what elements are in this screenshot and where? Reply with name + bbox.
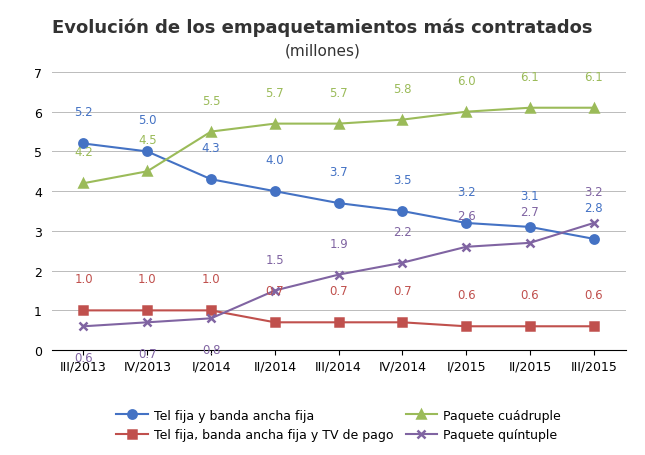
Text: 4.3: 4.3 [202, 142, 221, 155]
Text: 6.1: 6.1 [521, 71, 539, 84]
Line: Paquete quíntuple: Paquete quíntuple [79, 219, 598, 331]
Text: 5.0: 5.0 [138, 114, 157, 127]
Paquete cuádruple [590, 106, 598, 111]
Tel fija, banda ancha fija y TV de pago [143, 308, 151, 313]
Text: (millones): (millones) [284, 43, 361, 58]
Tel fija y banda ancha fija [335, 201, 342, 207]
Line: Paquete cuádruple: Paquete cuádruple [79, 104, 598, 188]
Text: 6.0: 6.0 [457, 75, 475, 87]
Paquete quíntuple [207, 316, 215, 321]
Text: 1.5: 1.5 [266, 253, 284, 266]
Tel fija, banda ancha fija y TV de pago [526, 324, 534, 329]
Tel fija y banda ancha fija [79, 142, 87, 147]
Paquete quíntuple [526, 241, 534, 246]
Line: Tel fija, banda ancha fija y TV de pago: Tel fija, banda ancha fija y TV de pago [79, 307, 598, 331]
Text: 1.9: 1.9 [329, 237, 348, 250]
Text: 5.2: 5.2 [74, 106, 93, 119]
Text: 0.6: 0.6 [584, 288, 603, 302]
Paquete cuádruple [399, 118, 406, 123]
Tel fija y banda ancha fija [271, 189, 279, 194]
Text: 5.5: 5.5 [202, 94, 221, 107]
Text: 0.7: 0.7 [266, 285, 284, 298]
Tel fija y banda ancha fija [207, 177, 215, 182]
Tel fija y banda ancha fija [526, 225, 534, 230]
Text: 2.2: 2.2 [393, 225, 412, 238]
Text: 2.6: 2.6 [457, 209, 475, 222]
Text: 6.1: 6.1 [584, 71, 603, 84]
Text: 4.5: 4.5 [138, 134, 157, 147]
Paquete cuádruple [462, 110, 470, 115]
Tel fija y banda ancha fija [399, 209, 406, 214]
Text: 1.0: 1.0 [138, 273, 157, 286]
Paquete quíntuple [462, 244, 470, 250]
Text: 0.7: 0.7 [330, 285, 348, 298]
Tel fija, banda ancha fija y TV de pago [207, 308, 215, 313]
Text: 5.8: 5.8 [393, 82, 412, 96]
Paquete cuádruple [79, 181, 87, 187]
Text: 3.2: 3.2 [457, 186, 475, 198]
Text: 3.2: 3.2 [584, 186, 603, 198]
Text: 3.5: 3.5 [393, 174, 412, 187]
Text: 1.0: 1.0 [202, 273, 221, 286]
Line: Tel fija y banda ancha fija: Tel fija y banda ancha fija [79, 140, 598, 243]
Paquete quíntuple [590, 221, 598, 226]
Text: Evolución de los empaquetamientos más contratados: Evolución de los empaquetamientos más co… [52, 18, 593, 37]
Text: 1.0: 1.0 [74, 273, 93, 286]
Text: 0.8: 0.8 [202, 344, 221, 357]
Tel fija, banda ancha fija y TV de pago [271, 320, 279, 325]
Paquete cuádruple [207, 130, 215, 135]
Text: 4.0: 4.0 [266, 154, 284, 167]
Text: 2.7: 2.7 [521, 205, 539, 218]
Paquete quíntuple [335, 272, 342, 278]
Tel fija y banda ancha fija [590, 237, 598, 242]
Tel fija y banda ancha fija [462, 221, 470, 226]
Tel fija y banda ancha fija [143, 149, 151, 155]
Text: 0.6: 0.6 [521, 288, 539, 302]
Paquete quíntuple [143, 320, 151, 325]
Tel fija, banda ancha fija y TV de pago [399, 320, 406, 325]
Text: 3.7: 3.7 [330, 166, 348, 179]
Paquete cuádruple [271, 121, 279, 127]
Paquete quíntuple [271, 288, 279, 293]
Text: 0.6: 0.6 [74, 352, 93, 364]
Paquete cuádruple [526, 106, 534, 111]
Paquete cuádruple [143, 169, 151, 175]
Text: 0.6: 0.6 [457, 288, 475, 302]
Paquete quíntuple [399, 260, 406, 266]
Tel fija, banda ancha fija y TV de pago [335, 320, 342, 325]
Text: 0.7: 0.7 [138, 348, 157, 360]
Tel fija, banda ancha fija y TV de pago [462, 324, 470, 329]
Text: 2.8: 2.8 [584, 202, 603, 214]
Tel fija, banda ancha fija y TV de pago [79, 308, 87, 313]
Legend: Tel fija y banda ancha fija, Tel fija, banda ancha fija y TV de pago, Paquete cu: Tel fija y banda ancha fija, Tel fija, b… [111, 404, 566, 446]
Text: 4.2: 4.2 [74, 146, 93, 159]
Text: 0.7: 0.7 [393, 285, 412, 298]
Paquete cuádruple [335, 121, 342, 127]
Paquete quíntuple [79, 324, 87, 329]
Text: 3.1: 3.1 [521, 190, 539, 202]
Text: 5.7: 5.7 [330, 86, 348, 99]
Text: 5.7: 5.7 [266, 86, 284, 99]
Tel fija, banda ancha fija y TV de pago [590, 324, 598, 329]
